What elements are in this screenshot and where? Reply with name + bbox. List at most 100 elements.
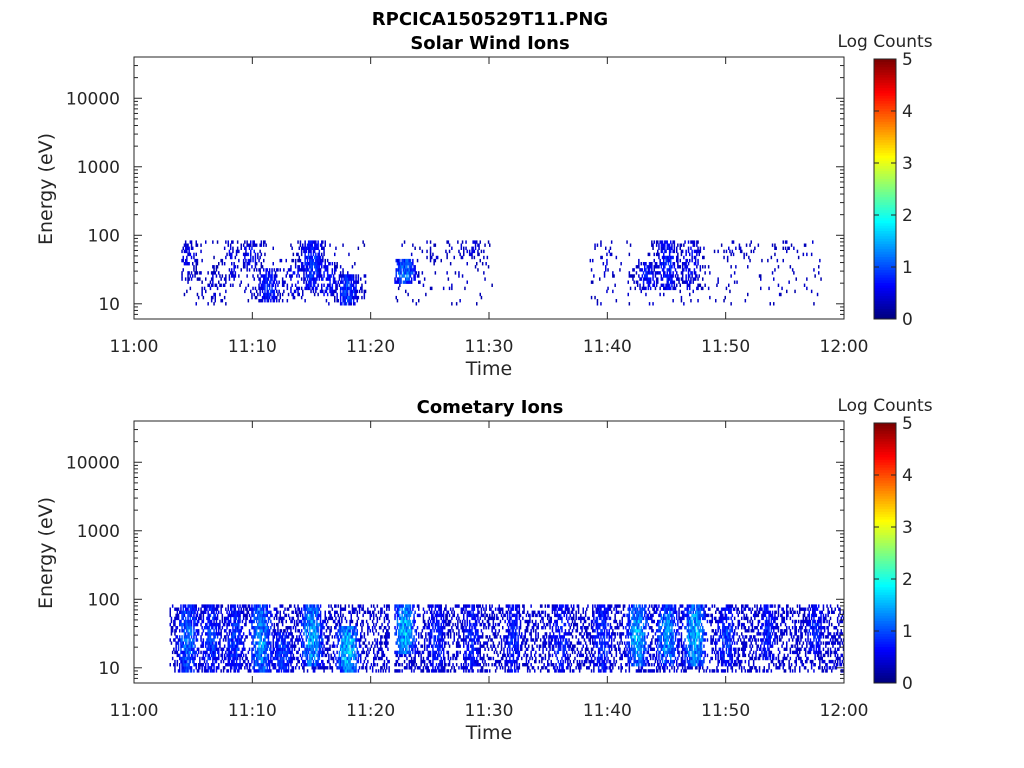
spectrogram-cell	[461, 638, 464, 642]
spectrogram-cell	[270, 653, 272, 658]
spectrogram-cell	[209, 619, 212, 624]
spectrogram-cell	[649, 277, 652, 281]
spectrogram-cell	[313, 629, 316, 633]
spectrogram-cell	[671, 246, 673, 250]
spectrogram-cell	[381, 666, 383, 670]
spectrogram-cell	[316, 246, 318, 250]
spectrogram-cell	[418, 650, 420, 655]
spectrogram-cell	[344, 277, 347, 281]
spectrogram-cell	[303, 644, 305, 648]
spectrogram-cell	[315, 255, 317, 260]
spectrogram-cell	[279, 632, 281, 636]
spectrogram-cell	[370, 644, 373, 648]
spectrogram-cell	[264, 644, 266, 648]
spectrogram-cell	[334, 604, 336, 608]
spectrogram-cell	[315, 629, 317, 633]
colorbar-segment	[874, 243, 896, 247]
spectrogram-cell	[339, 644, 342, 648]
spectrogram-cell	[272, 647, 274, 651]
spectrogram-cell	[290, 619, 292, 624]
spectrogram-cell	[250, 669, 252, 673]
spectrogram-cell	[345, 286, 348, 291]
spectrogram-cell	[302, 246, 304, 250]
spectrogram-cell	[355, 641, 357, 645]
spectrogram-cell	[232, 249, 234, 254]
spectrogram-cell	[605, 265, 607, 269]
spectrogram-cell	[193, 268, 195, 272]
spectrogram-cell	[405, 629, 407, 633]
spectrogram-cell	[354, 632, 356, 636]
spectrogram-cell	[644, 277, 646, 281]
spectrogram-cell	[273, 280, 276, 284]
spectrogram-cell	[310, 626, 312, 630]
spectrogram-cell	[338, 638, 341, 642]
spectrogram-cell	[193, 622, 195, 627]
spectrogram-cell	[382, 629, 384, 633]
spectrogram-cell	[184, 616, 187, 621]
spectrogram-cell	[432, 622, 434, 627]
spectrogram-cell	[335, 268, 337, 272]
spectrogram-cell	[219, 619, 221, 624]
spectrogram-cell	[253, 659, 255, 664]
spectrogram-cell	[277, 626, 279, 630]
spectrogram-cell	[342, 669, 344, 673]
spectrogram-cell	[294, 638, 297, 642]
spectrogram-cell	[478, 243, 480, 247]
spectrogram-cell	[234, 635, 237, 639]
spectrogram-cell	[231, 274, 233, 278]
spectrogram-cell	[445, 607, 447, 611]
spectrogram-cell	[671, 255, 673, 260]
spectrogram-cell	[286, 635, 289, 639]
spectrogram-cell	[242, 258, 245, 263]
spectrogram-cell	[354, 669, 356, 673]
spectrogram-cell	[176, 663, 179, 667]
spectrogram-cell	[310, 243, 312, 247]
spectrogram-cell	[816, 292, 819, 297]
spectrogram-cell	[182, 607, 184, 611]
spectrogram-cell	[267, 641, 270, 645]
spectrogram-cell	[328, 616, 330, 621]
spectrogram-cell	[199, 613, 201, 618]
spectrogram-cell	[309, 243, 311, 247]
spectrogram-cell	[307, 262, 310, 266]
spectrogram-cell	[180, 638, 182, 642]
spectrogram-cell	[334, 277, 336, 281]
spectrogram-cell	[414, 647, 416, 651]
spectrogram-cell	[259, 268, 261, 272]
spectrogram-cell	[245, 249, 247, 254]
colorbar-segment	[874, 186, 896, 190]
spectrogram-cell	[449, 262, 452, 266]
spectrogram-cell	[442, 616, 445, 621]
spectrogram-cell	[699, 283, 702, 287]
spectrogram-cell	[305, 286, 308, 291]
spectrogram-cell	[371, 629, 374, 633]
spectrogram-cell	[697, 249, 699, 254]
spectrogram-cell	[263, 610, 265, 614]
spectrogram-cell	[396, 619, 399, 624]
spectrogram-cell	[306, 619, 309, 624]
spectrogram-cell	[613, 274, 615, 278]
spectrogram-cell	[238, 647, 240, 651]
spectrogram-cell	[201, 666, 203, 670]
spectrogram-cell	[261, 629, 264, 633]
spectrogram-cell	[260, 619, 263, 624]
spectrogram-cell	[284, 638, 286, 642]
spectrogram-cell	[667, 268, 670, 272]
spectrogram-cell	[458, 666, 460, 670]
spectrogram-cell	[412, 604, 414, 608]
colorbar-segment	[874, 280, 896, 283]
spectrogram-cell	[311, 255, 313, 260]
spectrogram-cell	[305, 663, 308, 667]
spectrogram-cell	[246, 666, 248, 670]
spectrogram-cell	[303, 641, 305, 645]
spectrogram-cell	[263, 277, 265, 281]
spectrogram-cell	[229, 619, 232, 624]
spectrogram-cell	[319, 268, 322, 272]
spectrogram-cell	[406, 635, 408, 639]
spectrogram-cell	[192, 616, 194, 621]
spectrogram-cell	[352, 644, 355, 648]
spectrogram-cell	[228, 638, 231, 642]
spectrogram-cell	[215, 644, 218, 648]
spectrogram-cell	[261, 647, 264, 651]
spectrogram-cell	[713, 249, 716, 254]
